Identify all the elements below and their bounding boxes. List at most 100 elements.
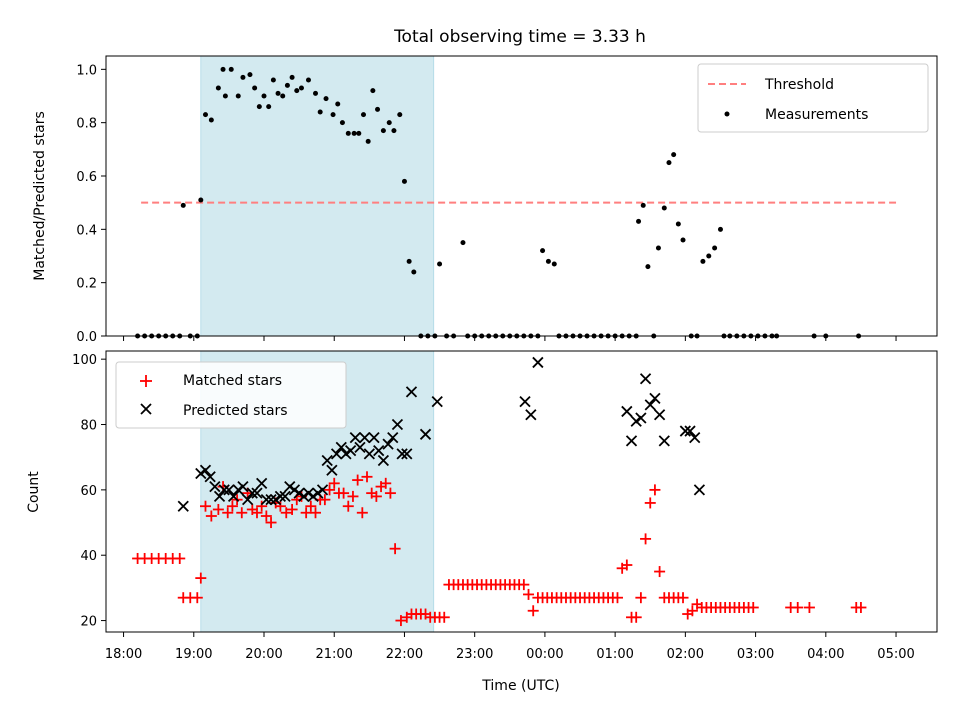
matched-point [324,484,336,496]
predicted-point-b [639,373,652,385]
predicted-point [265,494,277,506]
predicted-point [639,373,652,385]
x-tick-label: 01:00 [596,647,633,662]
predicted-point [359,431,371,444]
predicted-point-b [532,356,544,369]
measurement-point [317,109,323,115]
legend-predicted-swatch [140,403,152,415]
matched-point [747,601,759,613]
y-tick-label: 1.0 [76,63,97,78]
predicted-point [199,464,212,476]
predicted-point [340,448,352,460]
predicted-point [279,490,291,503]
predicted-point [354,441,366,454]
predicted-point [689,431,701,444]
predicted-point-b [693,484,706,496]
y-tick-label: 20 [80,615,97,630]
predicted-point [270,494,282,506]
measurement-point [323,96,329,102]
predicted-point [387,431,399,444]
predicted-point [419,428,432,440]
measurement-point [220,66,226,72]
legend-predicted-label: Predicted stars [183,403,288,419]
matched-point [803,601,815,613]
legend-threshold-label: Threshold [764,77,834,93]
predicted-point [382,438,394,450]
predicted-point-b [330,448,343,460]
predicted-point-b [213,490,226,503]
measurement-point [360,112,366,118]
predicted-point-b [658,435,670,447]
predicted-point [401,448,413,460]
predicted-point [246,487,258,499]
measurement-point [680,237,686,243]
predicted-point [693,484,706,496]
predicted-point-b [241,494,254,506]
predicted-point [630,415,642,427]
measurement-point [640,202,646,208]
x-tick-label: 22:00 [386,647,423,662]
predicted-point [391,418,404,431]
matched-point [527,605,539,617]
predicted-point [330,448,343,460]
matched-point [523,588,535,600]
predicted-point-b [649,392,661,405]
predicted-point [625,435,638,447]
bottom-y-axis-label: Count [26,471,42,513]
measurement-point [437,261,443,267]
measurement-point [313,90,319,96]
predicted-point [621,405,633,418]
matched-point [361,471,373,483]
predicted-point-b [354,441,366,454]
legend-matched-swatch [140,375,152,387]
matched-point [191,592,203,604]
predicted-point [368,431,380,444]
predicted-point [302,487,315,499]
predicted-point-b [218,484,230,496]
predicted-point [213,490,226,503]
measurement-point [411,269,417,275]
y-tick-label: 0.0 [76,330,97,345]
predicted-point-b [340,448,352,460]
predicted-point [373,445,385,457]
y-tick-label: 0.4 [76,223,97,238]
predicted-point-b [653,409,666,421]
predicted-point [532,356,544,369]
bottom-plot-frame [105,350,938,633]
matched-point [274,500,286,512]
measurement-point [386,120,392,126]
predicted-point [431,396,443,408]
predicted-point [256,477,268,489]
predicted-point-b [525,409,537,421]
legend-measurements-label: Measurements [765,107,868,123]
measurement-point [636,218,642,224]
predicted-point-b [387,431,399,444]
measurement-point [284,82,290,88]
matched-point [370,490,382,502]
matched-point [265,517,277,529]
matched-point [300,507,312,519]
measurement-point [356,130,362,136]
matched-point [611,592,623,604]
predicted-point-b [284,480,296,493]
measurement-point [406,258,412,264]
predicted-point-b [373,445,385,457]
top-legend-box [697,63,929,133]
measurement-point [275,90,281,96]
predicted-point [284,480,296,493]
matched-point [677,592,689,604]
predicted-point [223,484,235,496]
top-plot-frame [105,55,938,337]
top-legend: Threshold Measurements [697,63,929,133]
x-tick-label: 21:00 [315,647,352,662]
measurement-point [198,197,204,203]
measurement-point [252,85,258,91]
measurement-point [345,130,351,136]
predicted-point-b [519,396,531,408]
predicted-point-b [223,484,235,496]
y-tick-label: 60 [80,484,97,499]
y-tick-label: 40 [80,549,97,564]
matched-point [855,601,867,613]
x-tick-label: 02:00 [667,647,704,662]
bottom-plot: 20 40 60 80 100 18:00 19:00 20:00 21:00 22:00 23:… [26,350,938,694]
